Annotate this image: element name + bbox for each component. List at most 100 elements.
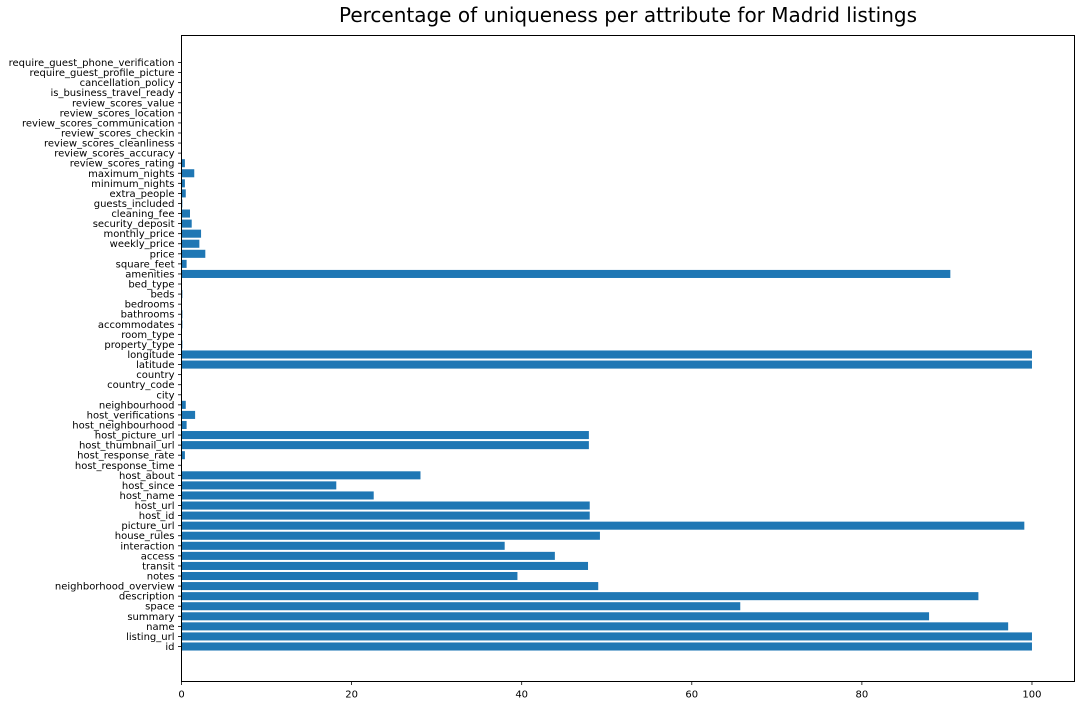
y-tick-label: monthly_price <box>103 229 174 240</box>
y-tick-label: review_scores_value <box>72 98 174 109</box>
bar-picture-url <box>181 521 1025 530</box>
y-tick-label: review_scores_cleanliness <box>44 139 175 150</box>
y-tick-label: minimum_nights <box>91 179 174 190</box>
y-tick-label: bedrooms <box>125 300 175 311</box>
bar-monthly-price <box>181 229 202 238</box>
y-tick-label: listing_url <box>126 632 174 643</box>
x-tick-label: 80 <box>856 690 869 701</box>
y-tick-label: host_about <box>119 471 175 482</box>
bar-minimum-nights <box>181 179 185 188</box>
y-tick-label: bathrooms <box>121 310 175 321</box>
y-tick-label: review_scores_communication <box>22 118 175 129</box>
bar-listing-url <box>181 632 1032 641</box>
bar-host-picture-url <box>181 431 589 440</box>
y-tick-label: notes <box>147 572 175 583</box>
bar-square-feet <box>181 259 187 268</box>
bar-interaction <box>181 541 505 550</box>
x-axis: 0 20 40 60 80 100 <box>178 681 1042 701</box>
bar-name <box>181 622 1009 631</box>
y-tick-label: interaction <box>120 541 174 552</box>
y-tick-label: host_id <box>139 511 175 522</box>
y-tick-label: require_guest_profile_picture <box>29 68 174 79</box>
y-tick-label: latitude <box>136 360 174 371</box>
y-tick-label: summary <box>127 612 174 623</box>
bar-summary <box>181 612 930 621</box>
bar-transit <box>181 561 589 570</box>
bar-host-id <box>181 511 590 520</box>
x-tick-label: 0 <box>178 690 184 701</box>
y-tick-label: property_type <box>104 340 174 351</box>
bar-extra-people <box>181 189 186 198</box>
bar-security-deposit <box>181 219 192 228</box>
y-tick-label: host_since <box>122 481 175 492</box>
y-tick-label: access <box>141 551 175 562</box>
bar-host-url <box>181 501 590 510</box>
bar-house-rules <box>181 531 600 540</box>
y-tick-label: host_name <box>120 491 175 502</box>
bar-cleaning-fee <box>181 209 191 218</box>
bar-weekly-price <box>181 239 200 248</box>
bar-longitude <box>181 350 1032 359</box>
bar-description <box>181 592 979 601</box>
y-tick-label: city <box>156 390 174 401</box>
bar-host-about <box>181 471 421 480</box>
bar-neighborhood-overview <box>181 582 599 591</box>
y-tick-label: picture_url <box>121 521 174 532</box>
bar-host-since <box>181 481 337 490</box>
y-tick-label: house_rules <box>115 531 175 542</box>
x-tick-label: 100 <box>1022 690 1041 701</box>
y-tick-label: transit <box>142 561 174 572</box>
y-axis-labels: idlisting_urlnamesummaryspacedescription… <box>9 58 182 653</box>
y-tick-label: beds <box>150 290 174 301</box>
y-tick-label: longitude <box>127 350 174 361</box>
y-tick-label: square_feet <box>116 259 175 270</box>
bar-access <box>181 551 555 560</box>
bar-id <box>181 642 1032 651</box>
y-tick-label: neighbourhood <box>99 400 175 411</box>
chart-title: Percentage of uniqueness per attribute f… <box>339 3 917 27</box>
bars-group <box>181 58 1032 651</box>
bar-host-response-rate <box>181 451 185 460</box>
bar-price <box>181 249 206 258</box>
x-tick-label: 40 <box>515 690 528 701</box>
y-tick-label: amenities <box>125 269 174 280</box>
bar-latitude <box>181 360 1032 369</box>
y-tick-label: is_business_travel_ready <box>50 88 174 99</box>
y-tick-label: host_response_rate <box>77 451 174 462</box>
bar-amenities <box>181 269 951 278</box>
y-tick-label: bed_type <box>128 280 174 291</box>
y-tick-label: room_type <box>121 330 174 341</box>
y-tick-label: review_scores_location <box>60 108 175 119</box>
bar-space <box>181 602 741 611</box>
y-tick-label: space <box>145 602 174 613</box>
y-tick-label: id <box>165 642 174 653</box>
y-tick-label: price <box>150 249 175 260</box>
bar-review-scores-rating <box>181 159 185 168</box>
y-tick-label: country <box>136 370 174 381</box>
y-tick-label: maximum_nights <box>88 169 174 180</box>
y-tick-label: require_guest_phone_verification <box>9 58 175 69</box>
y-tick-label: security_deposit <box>93 219 175 230</box>
bar-host-neighbourhood <box>181 420 187 430</box>
plot-frame <box>181 35 1075 682</box>
y-tick-label: host_picture_url <box>95 431 175 442</box>
y-tick-label: extra_people <box>110 189 175 200</box>
y-tick-label: neighborhood_overview <box>55 582 175 593</box>
y-tick-label: country_code <box>107 380 174 391</box>
y-tick-label: guests_included <box>94 199 175 210</box>
y-tick-label: cancellation_policy <box>80 78 175 89</box>
y-tick-label: review_scores_accuracy <box>54 149 174 160</box>
bar-notes <box>181 571 518 581</box>
bar-neighbourhood <box>181 400 186 409</box>
y-tick-label: name <box>146 622 174 633</box>
bar-host-verifications <box>181 410 196 419</box>
y-tick-label: review_scores_checkin <box>61 128 175 139</box>
bar-host-name <box>181 491 374 500</box>
y-tick-label: cleaning_fee <box>111 209 174 220</box>
y-tick-label: host_verifications <box>87 410 175 421</box>
x-tick-label: 60 <box>685 690 698 701</box>
y-tick-label: description <box>119 592 175 603</box>
y-tick-label: host_thumbnail_url <box>79 441 175 452</box>
bar-host-thumbnail-url <box>181 441 589 450</box>
